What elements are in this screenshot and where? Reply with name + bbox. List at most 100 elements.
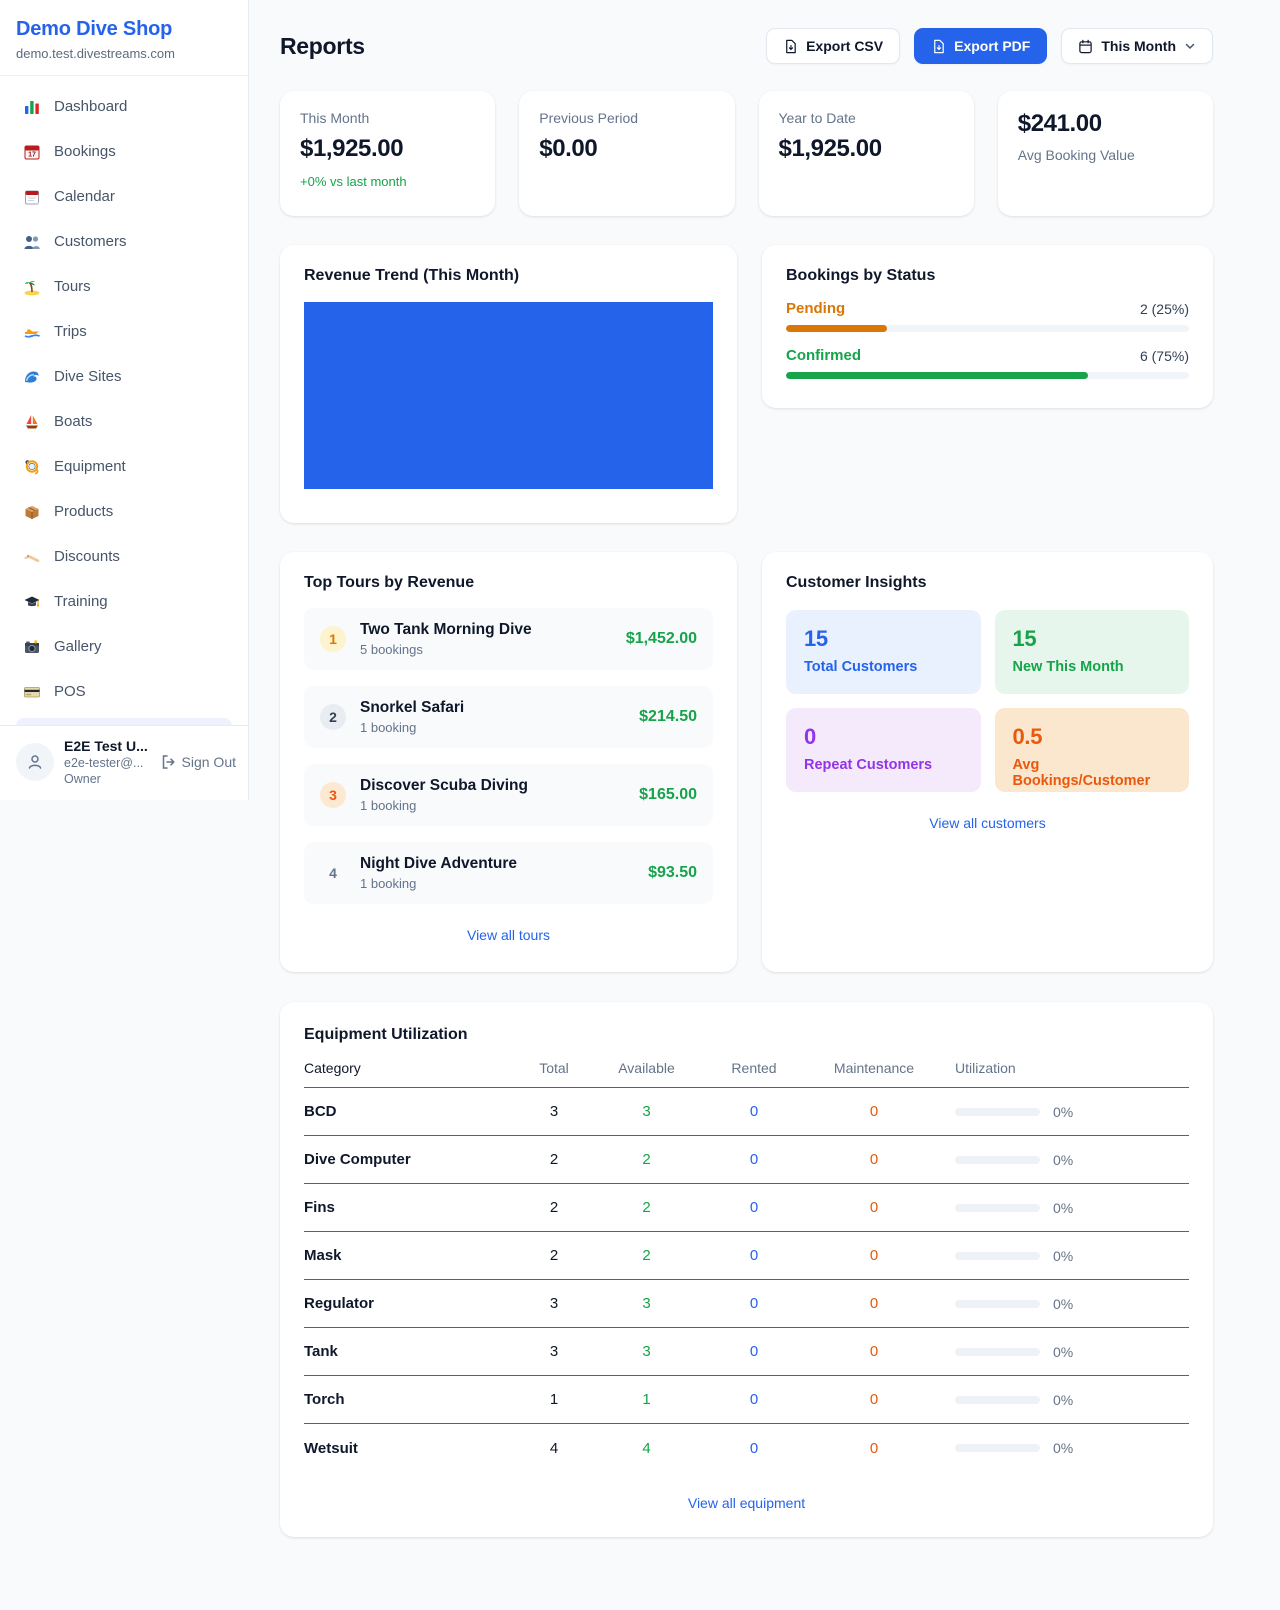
utilization-bar-track: [955, 1347, 1040, 1356]
sidebar-item-training[interactable]: Training: [8, 583, 240, 620]
period-label: This Month: [1101, 38, 1176, 54]
column-header-total: Total: [539, 1060, 569, 1076]
equipment-total: 4: [549, 1439, 559, 1457]
sidebar-item-calendar[interactable]: Calendar: [8, 178, 240, 215]
equipment-category: Fins: [304, 1199, 335, 1216]
status-label: Confirmed: [786, 347, 861, 364]
sidebar-item-pos[interactable]: POS: [8, 673, 240, 710]
equipment-total: 3: [549, 1103, 559, 1120]
equipment-utilization-cell: 0%: [939, 1392, 1189, 1408]
equipment-maintenance: 0: [869, 1151, 879, 1168]
export-csv-button[interactable]: Export CSV: [766, 28, 901, 64]
sidebar-item-discounts[interactable]: Discounts: [8, 538, 240, 575]
utilization-percent: 0%: [1053, 1343, 1074, 1360]
file-download-icon: [786, 39, 796, 53]
sidebar-nav: Dashboard 17 Bookings Calendar Customers…: [0, 76, 248, 725]
sidebar-item-label: Dashboard: [54, 98, 128, 115]
file-download-icon: [934, 39, 944, 53]
status-bar-track: [786, 325, 1189, 332]
sidebar-item-gallery[interactable]: Gallery: [8, 628, 240, 665]
equipment-total: 2: [549, 1247, 559, 1264]
column-header-available: Available: [618, 1060, 675, 1076]
sidebar-item-equipment[interactable]: Equipment: [8, 448, 240, 485]
customer-insights-title: Customer Insights: [786, 574, 927, 591]
sidebar-item-label: Bookings: [54, 143, 116, 160]
equipment-maintenance: 0: [869, 1439, 879, 1457]
tile-label: Total Customers: [804, 659, 918, 675]
bookings-by-status-title: Bookings by Status: [786, 267, 936, 284]
tour-amount: $93.50: [648, 864, 697, 881]
tour-bookings-count: 1 booking: [360, 798, 417, 813]
insight-tile-new-this-month: 15 New This Month: [994, 610, 1189, 694]
tour-name: Discover Scuba Diving: [360, 777, 528, 794]
equipment-available: 1: [642, 1391, 651, 1408]
equipment-total: 3: [549, 1343, 559, 1360]
equipment-available: 3: [642, 1103, 651, 1120]
stat-delta: +0% vs last month: [300, 174, 407, 189]
sidebar-item-dashboard[interactable]: Dashboard: [8, 88, 240, 125]
status-bar-track: [786, 372, 1189, 379]
tour-amount: $214.50: [639, 708, 697, 725]
tour-list-item[interactable]: 3 Discover Scuba Diving 1 booking $165.0…: [304, 764, 713, 826]
view-all-equipment-link[interactable]: View all equipment: [687, 1495, 806, 1511]
status-bar-fill: [786, 325, 887, 332]
sidebar-item-trips[interactable]: Trips: [8, 313, 240, 350]
dive-sites-wave-icon: [22, 367, 41, 386]
equipment-category: BCD: [304, 1103, 337, 1120]
tour-list-item[interactable]: 2 Snorkel Safari 1 booking $214.50: [304, 686, 713, 748]
chevron-down-icon: [1185, 43, 1195, 49]
equipment-utilization-cell: 0%: [939, 1200, 1189, 1216]
sign-out-button[interactable]: Sign Out: [160, 754, 236, 770]
sidebar-item-label: POS: [54, 683, 86, 700]
stat-value: $241.00: [1017, 110, 1102, 137]
sidebar-item-customers[interactable]: Customers: [8, 223, 240, 260]
page-title: Reports: [280, 32, 365, 59]
sidebar-item-tours[interactable]: Tours: [8, 268, 240, 305]
sidebar-item-boats[interactable]: Boats: [8, 403, 240, 440]
charts-row: Revenue Trend (This Month) Bookings by S…: [280, 245, 1213, 523]
logout-icon: [162, 755, 175, 769]
calendar-icon: [22, 187, 41, 206]
dashboard-chart-icon: [22, 97, 41, 116]
utilization-bar-track: [955, 1299, 1040, 1308]
view-all-customers-link[interactable]: View all customers: [929, 815, 1046, 831]
sidebar-item-reports-partial[interactable]: [16, 718, 232, 725]
equipment-rented: 0: [749, 1247, 759, 1264]
trips-boat-icon: [22, 322, 41, 341]
pos-card-icon: [22, 682, 41, 701]
tour-list-item[interactable]: 4 Night Dive Adventure 1 booking $93.50: [304, 842, 713, 904]
tour-name: Two Tank Morning Dive: [360, 621, 532, 638]
user-footer: E2E Test U... e2e-tester@... Owner Sign …: [0, 725, 248, 800]
status-value: 2 (25%): [1139, 300, 1189, 317]
tour-name: Night Dive Adventure: [360, 855, 518, 872]
equipment-rented: 0: [749, 1439, 759, 1457]
export-pdf-label: Export PDF: [954, 38, 1031, 54]
sidebar-item-products[interactable]: Products: [8, 493, 240, 530]
utilization-percent: 0%: [1053, 1151, 1074, 1168]
period-dropdown[interactable]: This Month: [1061, 28, 1213, 64]
equipment-available: 2: [642, 1199, 651, 1216]
gallery-camera-icon: [22, 637, 41, 656]
sidebar-item-bookings[interactable]: 17 Bookings: [8, 133, 240, 170]
equipment-category: Regulator: [304, 1295, 375, 1312]
tile-label: Repeat Customers: [804, 757, 933, 773]
tour-list-item[interactable]: 1 Two Tank Morning Dive 5 bookings $1,45…: [304, 608, 713, 670]
table-row: Tank 3 3 0 0 0%: [304, 1328, 1189, 1376]
sidebar-item-dive-sites[interactable]: Dive Sites: [8, 358, 240, 395]
training-cap-icon: [22, 592, 41, 611]
equipment-total: 2: [549, 1151, 559, 1168]
brand-name: Demo Dive Shop: [16, 18, 173, 40]
view-all-tours-link[interactable]: View all tours: [466, 927, 550, 943]
stat-label: Previous Period: [539, 110, 639, 126]
tour-name: Snorkel Safari: [360, 699, 465, 716]
stat-card-avg-booking-value: $241.00 Avg Booking Value: [997, 91, 1213, 216]
equipment-utilization-title: Equipment Utilization: [304, 1026, 468, 1043]
equipment-available: 3: [642, 1295, 651, 1312]
equipment-rented: 0: [749, 1199, 759, 1216]
revenue-trend-chart: [304, 302, 713, 489]
equipment-table-header: Category Total Available Rented Maintena…: [304, 1060, 1189, 1088]
equipment-total: 1: [549, 1391, 559, 1408]
products-box-icon: [22, 502, 41, 521]
table-row: Fins 2 2 0 0 0%: [304, 1184, 1189, 1232]
export-pdf-button[interactable]: Export PDF: [914, 28, 1048, 64]
